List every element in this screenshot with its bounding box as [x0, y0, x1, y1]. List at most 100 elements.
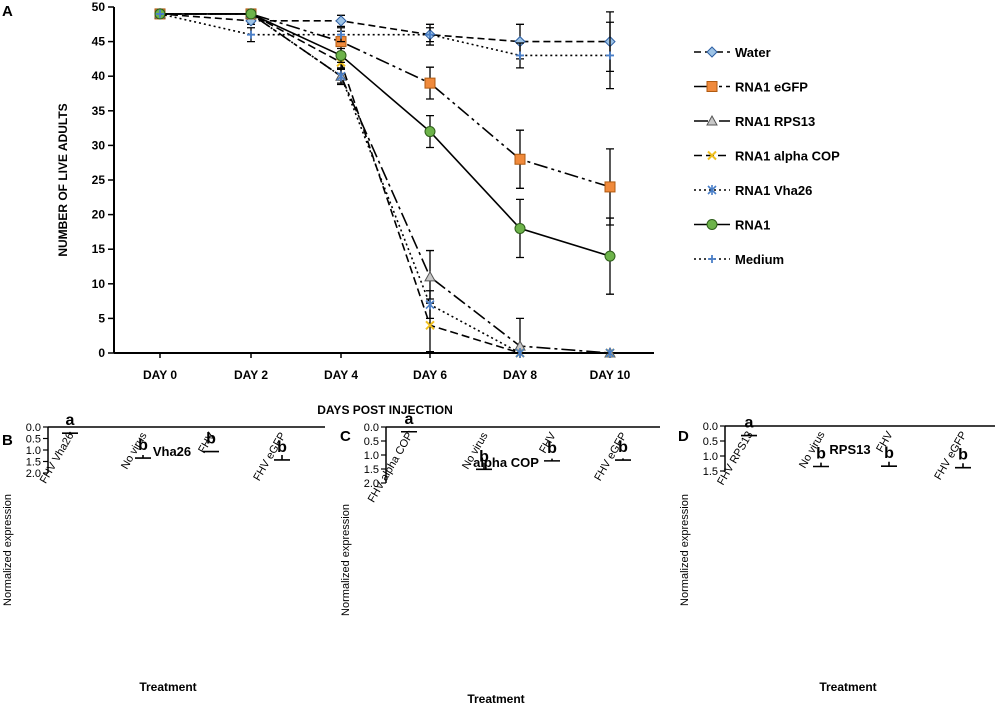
significance-letter: a: [66, 412, 75, 429]
panel-d-y-tick-label: 1.5: [703, 466, 718, 478]
significance-letter: b: [618, 439, 628, 456]
panel-c-y-tick-label: 0.5: [364, 436, 379, 448]
data-point-medium: [426, 30, 434, 39]
significance-letter: b: [138, 437, 148, 454]
panel-a-y-tick-label: 40: [92, 69, 106, 83]
data-point-medium: [516, 51, 524, 60]
error-bar: [813, 462, 829, 468]
panel-d-bar-chart: D RPS13 Normalized expression Treatment …: [678, 415, 995, 694]
legend-label: Water: [735, 45, 771, 60]
data-point-rna1: [335, 49, 347, 61]
data-point-rna1-vha26: [515, 348, 525, 358]
panel-d-y-tick-label: 0.5: [703, 436, 718, 448]
panel-d-y-tick-label: 0.0: [703, 421, 718, 433]
panel-b-y-tick-label: 2.0: [26, 468, 41, 480]
panel-a-x-tick-label: DAY 8: [503, 368, 537, 382]
panel-c-y-tick-label: 1.5: [364, 464, 379, 476]
significance-letter: b: [547, 440, 557, 457]
significance-letter: a: [745, 415, 754, 432]
significance-letter: b: [816, 446, 826, 463]
panel-b-ylabel: Normalized expression: [2, 494, 14, 606]
legend-item-rna1-rps13: RNA1 RPS13: [694, 114, 815, 129]
data-point-medium: [606, 51, 614, 60]
significance-letter: b: [479, 448, 489, 465]
panel-b-y-tick-label: 1.0: [26, 445, 41, 457]
panel-label-a: A: [2, 3, 13, 20]
panel-b-title: Vha26: [153, 444, 191, 459]
data-point-rna1-egfp: [604, 181, 616, 193]
panel-a-y-tick-label: 0: [98, 346, 105, 360]
legend-marker: [706, 219, 718, 230]
panel-c-xlabel: Treatment: [467, 692, 524, 706]
panel-a-y-tick-label: 10: [92, 277, 106, 291]
series-rna1-rps13: [154, 7, 616, 358]
error-bar: [401, 430, 417, 433]
series-medium: [156, 9, 614, 90]
panel-d-title: RPS13: [829, 442, 870, 457]
legend-item-medium: Medium: [694, 252, 784, 267]
panel-a-y-tick-label: 50: [92, 0, 106, 14]
legend-label: Medium: [735, 252, 784, 267]
series-line-water: [159, 13, 610, 43]
panel-a-x-tick-label: DAY 2: [234, 368, 268, 382]
data-point-rna1-rps13: [424, 270, 436, 282]
data-point-medium: [247, 30, 255, 39]
series-line-rna1-vha26: [160, 13, 610, 354]
series-line-medium: [159, 13, 610, 57]
legend-marker: [706, 114, 718, 126]
legend-label: RNA1: [735, 218, 770, 233]
significance-letter: b: [206, 431, 216, 448]
significance-letter: b: [958, 447, 968, 464]
panel-a-legend: Water RNA1 eGFP RNA1 RPS13 RNA1 alpha COP RN…: [694, 45, 840, 267]
error-bar: [62, 431, 78, 435]
x-tick-label-fhv-egfp: FHV eGFP: [251, 431, 288, 484]
series-rna1: [154, 8, 616, 295]
error-bar: [203, 450, 219, 453]
panel-a-y-tick-label: 5: [98, 311, 105, 325]
legend-label: RNA1 alpha COP: [735, 149, 840, 164]
panel-a-y-tick-label: 20: [92, 208, 106, 222]
panel-a-x-tick-label: DAY 10: [590, 368, 631, 382]
panel-b-xlabel: Treatment: [139, 680, 196, 694]
panel-b-y-tick-label: 1.5: [26, 457, 41, 469]
panel-label-d: D: [678, 428, 689, 445]
legend-item-water: Water: [694, 45, 771, 60]
panel-a-y-tick-label: 25: [92, 173, 106, 187]
error-bar: [881, 461, 897, 467]
legend-marker: [708, 255, 716, 263]
data-point-rna1: [424, 126, 436, 138]
panel-d-xlabel: Treatment: [819, 680, 876, 694]
panel-a-y-tick-label: 30: [92, 138, 106, 152]
data-point-rna1: [245, 8, 257, 20]
data-point-medium: [337, 30, 345, 39]
x-tick-label-fhv-rps13: FHV RPS13: [715, 430, 755, 488]
panel-a-ylabel: NUMBER OF LIVE ADULTS: [56, 103, 70, 256]
panel-a-x-tick-label: DAY 4: [324, 368, 358, 382]
legend-item-rna1-vha26: RNA1 Vha26: [694, 183, 812, 198]
panel-b-bar-chart: B Vha26 Normalized expression Treatment …: [2, 412, 325, 694]
significance-letter: a: [405, 411, 414, 428]
panel-label-b: B: [2, 432, 13, 449]
data-point-rna1-vha26: [336, 71, 346, 82]
legend-item-rna1-egfp: RNA1 eGFP: [694, 80, 808, 95]
panel-d-y-tick-label: 1.0: [703, 451, 718, 463]
panel-d-ylabel: Normalized expression: [679, 494, 691, 606]
panel-c-bar-chart: C alpha COP Normalized expression Treatm…: [340, 411, 660, 706]
series-line-rna1-alpha-cop: [160, 13, 610, 354]
panel-c-y-tick-label: 0.0: [364, 422, 379, 434]
legend-item-rna1-alpha-cop: RNA1 alpha COP: [694, 149, 840, 164]
legend-marker: [706, 81, 718, 92]
panel-c-y-tick-label: 1.0: [364, 450, 379, 462]
legend-marker: [706, 46, 718, 58]
data-point-rna1: [514, 222, 526, 234]
panel-c-title: alpha COP: [473, 455, 539, 470]
significance-letter: b: [884, 445, 894, 462]
panel-b-y-tick-label: 0.0: [26, 422, 41, 434]
data-point-water: [335, 15, 347, 27]
series-line-rna1-egfp: [160, 13, 611, 188]
data-point-rna1-vha26: [605, 348, 615, 358]
legend-item-rna1: RNA1: [694, 218, 770, 233]
panel-label-c: C: [340, 428, 351, 445]
data-point-medium: [156, 9, 164, 18]
